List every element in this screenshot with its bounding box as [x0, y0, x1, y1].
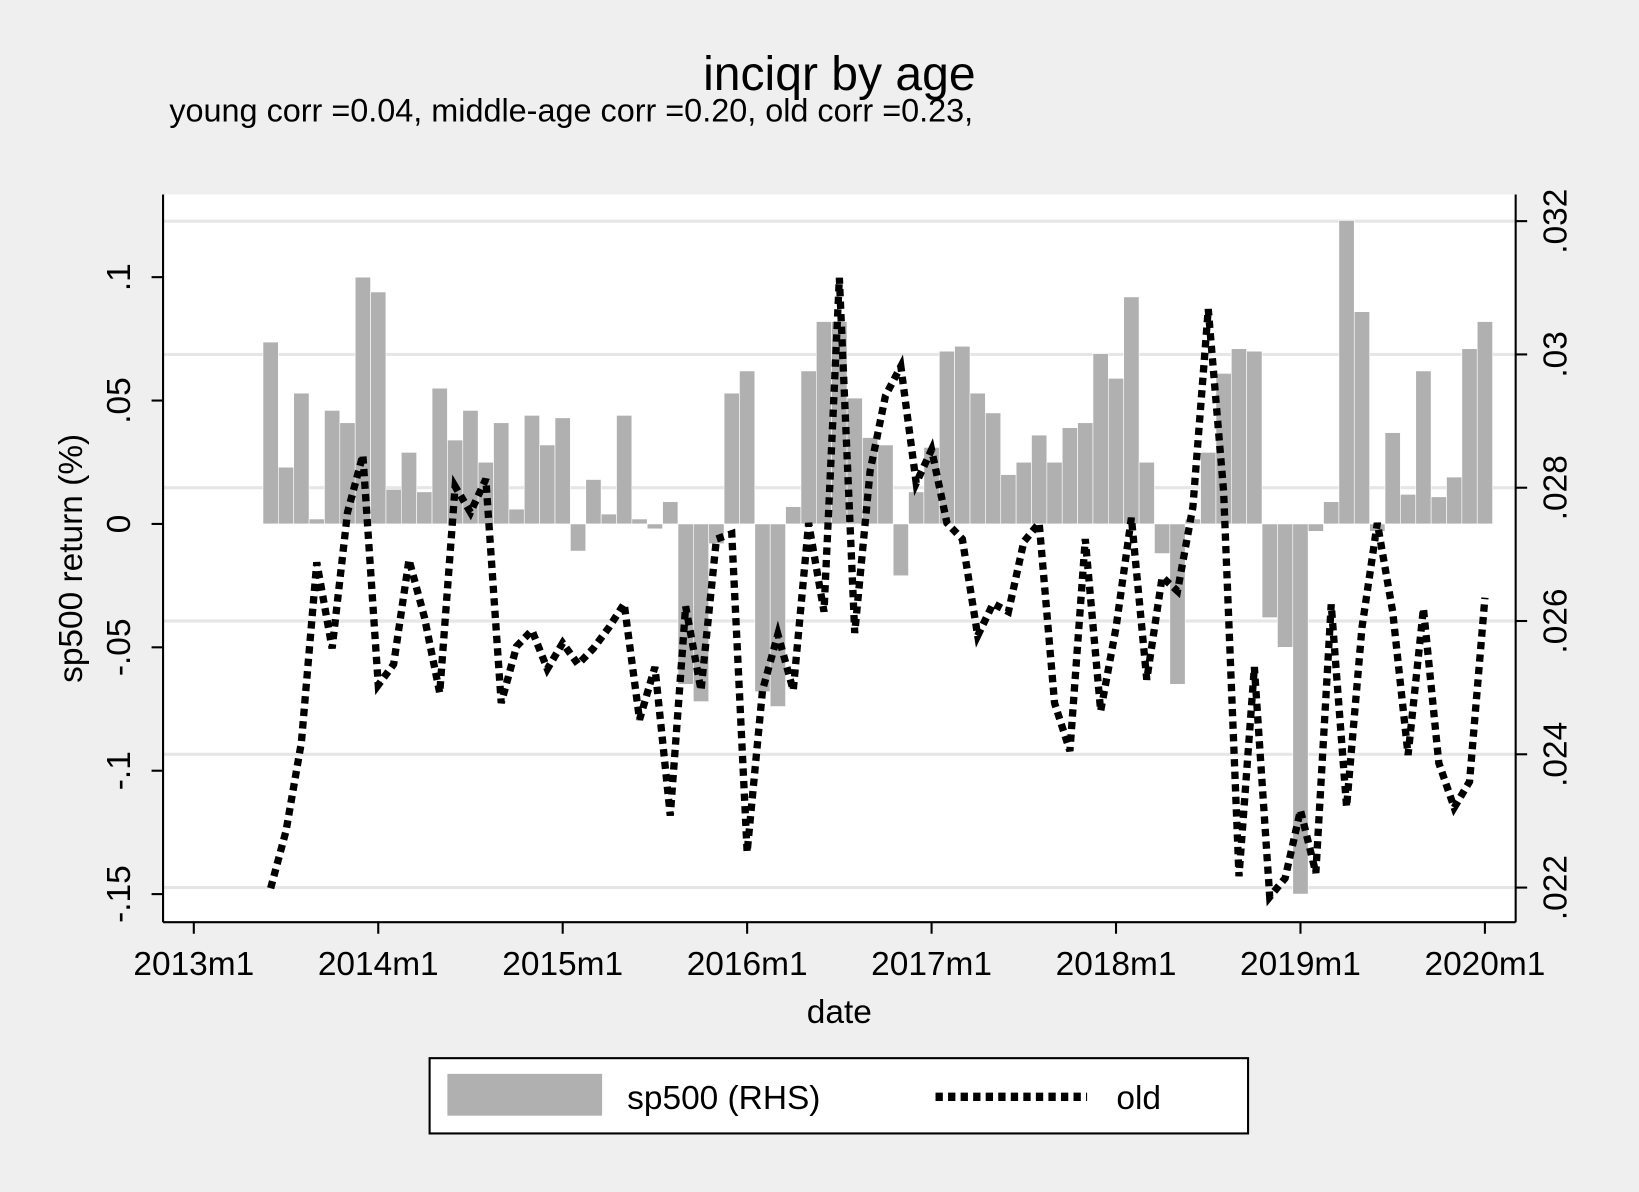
y-tick-label: .1 — [101, 263, 138, 291]
bar — [1246, 350, 1263, 525]
bar — [324, 410, 341, 525]
bar — [1046, 461, 1063, 525]
bar — [954, 345, 971, 525]
bar — [385, 489, 402, 525]
y-tick-label: 0 — [101, 515, 138, 534]
bar — [1123, 296, 1140, 525]
x-tick-label: 2013m1 — [133, 946, 254, 983]
bar — [739, 370, 756, 525]
x-tick-label: 2016m1 — [687, 946, 808, 983]
x-tick-label: 2017m1 — [871, 946, 992, 983]
bar — [523, 415, 540, 525]
bar — [1384, 432, 1401, 525]
y2-tick-label: .03 — [1537, 331, 1574, 377]
bar — [1077, 422, 1094, 525]
bar — [1353, 311, 1370, 525]
y2-tick-label: .026 — [1537, 588, 1574, 653]
bar — [570, 523, 587, 552]
legend-label: old — [1116, 1080, 1161, 1117]
y-tick-label: .05 — [101, 377, 138, 423]
bar — [985, 412, 1002, 525]
bar — [1307, 523, 1324, 532]
legend-swatch — [447, 1073, 603, 1116]
bar — [585, 479, 602, 525]
bar — [416, 491, 433, 525]
bar — [431, 387, 448, 525]
bar — [677, 523, 694, 685]
bar — [646, 523, 663, 530]
bar — [1461, 348, 1478, 525]
bar — [1323, 501, 1340, 525]
bar — [1000, 474, 1017, 525]
bar — [1138, 461, 1155, 525]
x-tick-label: 2014m1 — [318, 946, 439, 983]
bar — [754, 523, 771, 693]
line — [267, 277, 1489, 907]
bar — [1154, 523, 1171, 554]
bar — [400, 452, 417, 525]
bar — [493, 422, 510, 525]
x-tick-label: 2015m1 — [502, 946, 623, 983]
y2-tick-label: .032 — [1537, 189, 1574, 254]
x-tick-label: 2019m1 — [1240, 946, 1361, 983]
y2-tick-label: .024 — [1537, 722, 1574, 787]
bar — [1446, 476, 1463, 525]
bar — [662, 501, 679, 525]
bar — [1277, 523, 1294, 648]
bar — [1230, 348, 1247, 525]
y2-tick-label: .028 — [1537, 455, 1574, 520]
bar — [1092, 353, 1109, 525]
bar — [539, 444, 556, 525]
bar — [800, 370, 817, 525]
chart-subtitle: young corr =0.04, middle-age corr =0.20,… — [169, 92, 973, 128]
chart-title: inciqr by age — [703, 47, 976, 101]
bar — [1031, 434, 1048, 525]
bar — [370, 291, 387, 525]
axes: .022 .024 .026 .028 .03 .032 -.15 -.1 -.05 0 .05 .1… — [101, 189, 1574, 983]
bar — [508, 508, 525, 525]
bar — [1430, 496, 1447, 525]
bar — [308, 518, 325, 525]
bar — [554, 417, 571, 525]
bar — [723, 392, 740, 525]
bar — [616, 415, 633, 525]
y2-tick-label: .022 — [1537, 855, 1574, 920]
bar — [1261, 523, 1278, 619]
bar — [908, 491, 925, 525]
bar — [1108, 378, 1125, 525]
y-axis-title: sp500 return (%) — [53, 434, 90, 683]
bar — [1476, 321, 1493, 525]
bar — [1015, 461, 1032, 525]
bar — [278, 466, 295, 525]
bar — [293, 392, 310, 525]
bar — [1415, 370, 1432, 525]
y-tick-label: -.1 — [101, 751, 138, 790]
y-tick-label: -.15 — [101, 865, 138, 923]
bar — [1338, 220, 1355, 525]
y-tick-label: -.05 — [101, 619, 138, 677]
bar — [1292, 523, 1309, 895]
bar — [1400, 494, 1417, 525]
bar — [892, 523, 909, 577]
bar — [1200, 452, 1217, 525]
marks — [262, 220, 1493, 907]
bar — [1169, 523, 1186, 685]
bar — [785, 506, 802, 525]
legend: sp500 (RHS) old — [428, 1057, 1250, 1135]
bar — [877, 444, 894, 525]
bar — [600, 513, 617, 525]
legend-label: sp500 (RHS) — [627, 1080, 820, 1117]
x-axis-title: date — [807, 994, 872, 1031]
bar — [631, 518, 648, 525]
x-tick-label: 2018m1 — [1056, 946, 1177, 983]
bar — [969, 392, 986, 525]
bar — [769, 523, 786, 707]
bar — [1061, 427, 1078, 525]
bar — [262, 341, 279, 525]
x-tick-label: 2020m1 — [1425, 946, 1546, 983]
